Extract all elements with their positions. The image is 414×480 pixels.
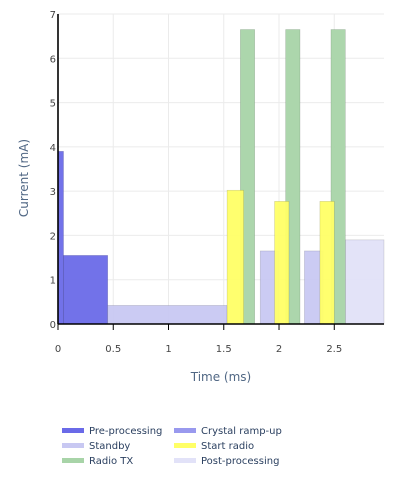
y-tick-label: 0 (50, 320, 56, 331)
legend-label: Standby (89, 441, 130, 452)
legend-item-post-processing[interactable]: Post-processing (174, 456, 279, 467)
y-tick-label: 2 (50, 231, 56, 242)
x-tick-label: 2.5 (326, 344, 342, 355)
legend-item-standby[interactable]: Standby (62, 441, 130, 452)
x-tick-label: 0 (55, 344, 61, 355)
y-tick-label: 5 (50, 99, 56, 110)
legend-swatch (62, 443, 84, 448)
x-tick-label: 0.5 (105, 344, 121, 355)
gridlines (58, 13, 384, 324)
axes (57, 14, 384, 325)
y-tick-label: 1 (50, 276, 56, 287)
x-tick-label: 2 (276, 344, 282, 355)
legend-item-crystal-ramp-up[interactable]: Crystal ramp-up (174, 426, 282, 437)
legend-swatch (174, 458, 196, 463)
y-axis-ticks: 0 1 2 3 4 5 6 7 (50, 10, 56, 331)
legend-swatch (62, 428, 84, 433)
legend-label: Post-processing (201, 456, 279, 467)
x-axis-ticks: 0 0.5 1 1.5 2 2.5 (55, 324, 342, 355)
x-tick-label: 1.5 (216, 344, 232, 355)
legend-label: Start radio (201, 441, 254, 452)
legend-label: Pre-processing (89, 426, 162, 437)
x-axis-title: Time (ms) (190, 370, 252, 384)
bar-standby[interactable] (107, 305, 228, 325)
y-axis-title: Current (mA) (17, 139, 31, 217)
legend: Pre-processing Crystal ramp-up Standby Star… (62, 426, 282, 467)
bar-pre-processing[interactable] (63, 255, 109, 325)
legend-swatch (174, 428, 196, 433)
legend-label: Crystal ramp-up (201, 426, 282, 437)
bar-pre-processing[interactable] (57, 150, 64, 325)
legend-label: Radio TX (89, 456, 133, 467)
legend-item-radio-tx[interactable]: Radio TX (62, 456, 133, 467)
y-tick-label: 6 (50, 54, 56, 65)
y-tick-label: 4 (50, 143, 56, 154)
legend-swatch (62, 458, 84, 463)
legend-item-start-radio[interactable]: Start radio (174, 441, 254, 452)
bar-start-radio[interactable] (226, 189, 244, 325)
x-tick-label: 1 (165, 344, 171, 355)
legend-item-pre-processing[interactable]: Pre-processing (62, 426, 162, 437)
bar-post-processing[interactable] (345, 239, 385, 325)
bar-start-radio[interactable] (319, 201, 335, 325)
plot-area (57, 29, 385, 325)
y-tick-label: 3 (50, 187, 56, 198)
legend-swatch (174, 443, 196, 448)
y-tick-label: 7 (50, 10, 56, 21)
bar-start-radio[interactable] (274, 201, 290, 325)
